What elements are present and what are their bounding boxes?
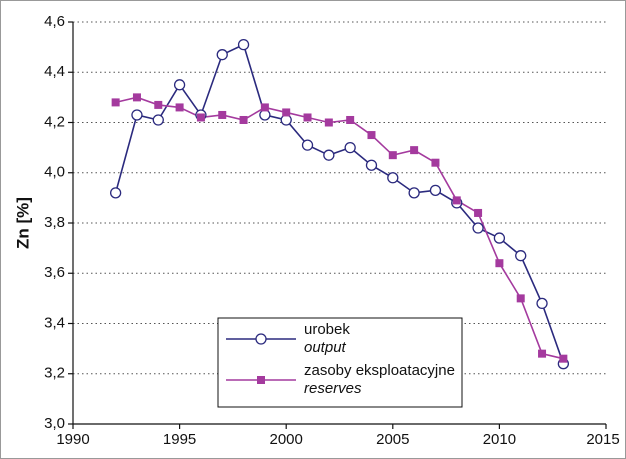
y-tick-label: 4,4 xyxy=(44,63,65,80)
y-tick-label: 3,2 xyxy=(44,365,65,382)
data-point xyxy=(472,222,484,234)
series-line xyxy=(115,96,564,360)
data-point xyxy=(131,109,143,121)
data-point xyxy=(493,232,506,244)
data-point xyxy=(452,196,461,205)
y-tick-label: 4,2 xyxy=(44,113,65,130)
legend-marker xyxy=(257,376,265,384)
x-tick-label: 1990 xyxy=(56,431,89,448)
data-point xyxy=(323,149,335,161)
legend-label-en: reserves xyxy=(304,380,362,397)
y-tick-label: 3,0 xyxy=(44,415,65,432)
data-point xyxy=(474,208,483,217)
data-point xyxy=(303,113,312,122)
data-point xyxy=(559,354,568,363)
data-point xyxy=(410,146,419,155)
data-point xyxy=(282,108,291,117)
data-point xyxy=(301,139,314,151)
x-tick-label: 2015 xyxy=(586,431,619,448)
legend-marker xyxy=(255,333,267,345)
data-point xyxy=(387,172,399,184)
data-point xyxy=(132,93,141,102)
data-point xyxy=(111,98,120,107)
data-point xyxy=(175,103,184,112)
data-point xyxy=(154,100,163,109)
data-point xyxy=(237,38,250,51)
data-point xyxy=(344,141,356,154)
x-tick-label: 2005 xyxy=(376,431,409,448)
x-tick-label: 1995 xyxy=(163,431,196,448)
data-point xyxy=(346,115,355,124)
y-tick-label: 3,6 xyxy=(44,264,65,281)
data-point xyxy=(495,259,504,268)
x-tick-label: 2000 xyxy=(270,431,303,448)
data-point xyxy=(239,115,248,124)
data-point xyxy=(216,49,228,61)
data-point xyxy=(429,184,442,196)
x-tick-label: 2010 xyxy=(483,431,516,448)
legend-label-en: output xyxy=(304,339,347,356)
data-point xyxy=(109,187,122,199)
data-point xyxy=(536,297,548,310)
legend-box xyxy=(217,317,463,408)
data-point xyxy=(538,349,547,358)
data-point xyxy=(280,114,292,126)
y-axis-label: Zn [%] xyxy=(13,197,32,249)
data-point xyxy=(196,113,205,122)
data-point xyxy=(152,114,164,126)
y-tick-label: 3,4 xyxy=(44,314,65,331)
data-point xyxy=(431,158,440,167)
data-point xyxy=(259,109,271,121)
legend-label: urobek xyxy=(304,321,350,338)
data-point xyxy=(218,110,227,119)
data-point xyxy=(173,79,186,91)
data-point xyxy=(408,187,420,199)
legend-label: zasoby eksploatacyjne xyxy=(304,362,455,379)
data-point xyxy=(516,294,525,303)
series-line xyxy=(114,43,565,364)
data-point xyxy=(324,118,333,127)
y-tick-label: 4,6 xyxy=(44,13,65,30)
y-tick-label: 3,8 xyxy=(44,214,65,231)
data-point xyxy=(367,131,376,140)
data-point xyxy=(365,159,378,171)
y-tick-label: 4,0 xyxy=(44,164,65,181)
data-point xyxy=(388,151,397,160)
data-point xyxy=(260,103,269,112)
data-point xyxy=(515,250,527,262)
